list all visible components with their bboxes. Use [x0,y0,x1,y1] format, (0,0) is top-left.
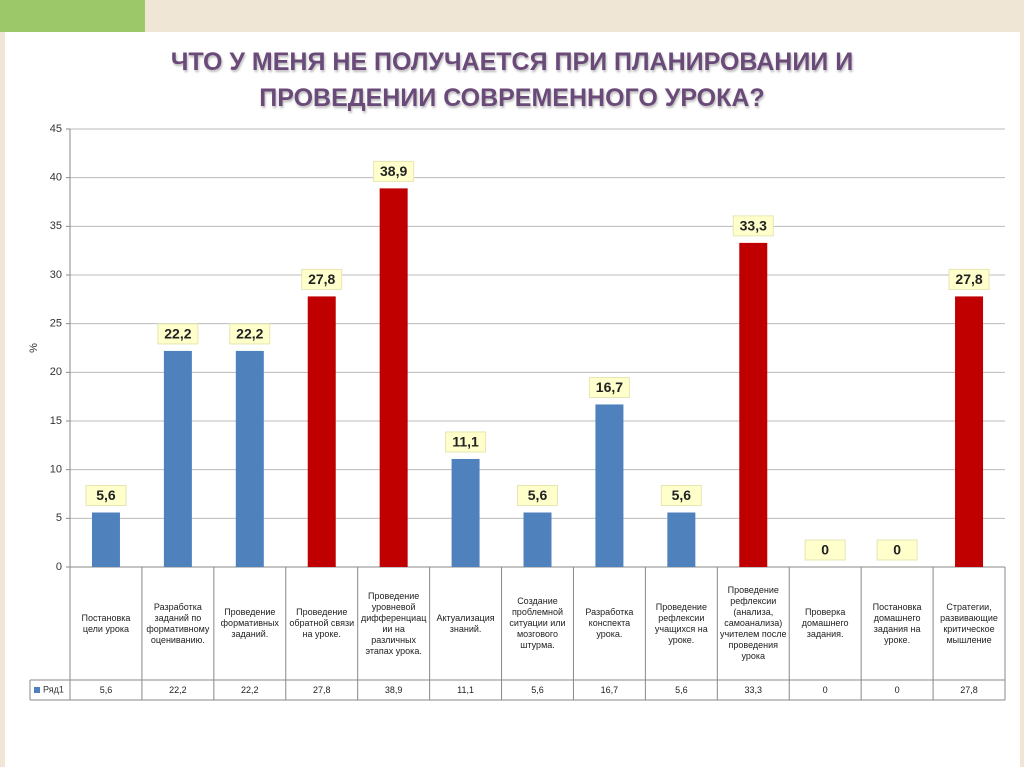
y-tick-label: 45 [50,123,62,135]
y-tick-label: 0 [56,561,62,573]
y-tick-label: 30 [50,269,62,281]
category-label: Создание проблемной ситуации или мозгово… [509,596,566,650]
category-label: Разработка заданий по формативному оцени… [146,601,210,645]
value-label-box [588,376,630,398]
value-label-box [157,323,199,345]
bar [667,512,696,567]
bar [307,296,336,567]
table-value: 5,6 [99,684,113,695]
value-label: 27,8 [308,271,335,287]
category-label: Проверка домашнего задания. [801,607,849,639]
bar [379,188,408,567]
bar [523,512,552,567]
value-label-box [660,484,702,506]
y-tick-label: 20 [50,366,62,378]
table-value: 22,2 [241,684,259,695]
value-label: 5,6 [672,487,692,503]
value-label-box [876,539,918,561]
value-label-box [229,323,271,345]
table-value: 27,8 [312,684,331,695]
bar [235,350,264,567]
category-label: Проведение рефлексии (анализа, самоанали… [719,585,787,661]
value-label: 0 [821,542,829,558]
value-label: 0 [893,542,901,558]
y-tick-label: 35 [50,220,62,232]
legend-swatch [34,687,40,693]
value-label: 38,9 [380,163,407,179]
y-tick-label: 5 [56,512,62,524]
bar [163,350,192,567]
table-value: 27,8 [960,684,978,695]
value-label-box [373,160,415,182]
table-value: 0 [894,684,900,695]
value-label-box [804,539,846,561]
category-label: Проведение формативных заданий. [220,607,279,639]
value-label: 22,2 [164,326,191,342]
value-label: 27,8 [955,271,982,287]
value-label: 11,1 [452,434,479,450]
bar [451,458,480,567]
y-tick-label: 10 [50,464,62,476]
table-value: 22,2 [169,684,187,695]
bar [955,296,984,567]
value-label-box [948,268,990,290]
value-label-box [85,484,127,506]
table-value: 11,1 [457,684,474,695]
value-label: 22,2 [236,326,263,342]
category-label: Проведение рефлексии учащихся на уроке. [654,601,708,645]
table-value: 5,6 [675,684,688,695]
category-label: Постановка цели урока [81,612,131,634]
category-label: Стратегии, развивающие критическое мышле… [940,601,998,645]
value-label: 16,7 [596,379,623,395]
category-label: Проведение обратной связи на уроке. [289,607,355,639]
value-label-box [732,215,774,237]
table-value: 5,6 [531,684,544,695]
value-label: 5,6 [96,487,116,503]
value-label-box [301,268,343,290]
bar [739,242,768,567]
bar [595,404,624,567]
table-value: 0 [822,684,828,695]
y-axis-label: % [28,343,40,353]
value-label: 33,3 [740,218,767,234]
table-value: 16,7 [600,684,619,695]
value-label: 5,6 [528,487,548,503]
y-tick-label: 15 [50,415,62,427]
y-tick-label: 25 [50,318,62,330]
chart-title: ЧТО У МЕНЯ НЕ ПОЛУЧАЕТСЯ ПРИ ПЛАНИРОВАНИ… [170,48,854,76]
category-label: Разработка конспекта урока. [585,607,634,639]
value-label-box [517,484,558,506]
value-label-box [445,431,487,453]
decoration [0,0,145,32]
category-label: Проведение уровневой дифференциации на р… [360,590,427,656]
y-tick-label: 40 [50,172,62,184]
category-label: Актуализация знаний. [436,612,495,634]
legend-label: Ряд1 [43,684,64,694]
table-value: 33,3 [744,684,763,695]
category-label: Постановка домашнего задания на уроке. [872,601,922,645]
chart-title: ПРОВЕДЕНИИ СОВРЕМЕННОГО УРОКА? [259,84,765,112]
bar [91,512,120,567]
table-value: 38,9 [384,684,403,695]
